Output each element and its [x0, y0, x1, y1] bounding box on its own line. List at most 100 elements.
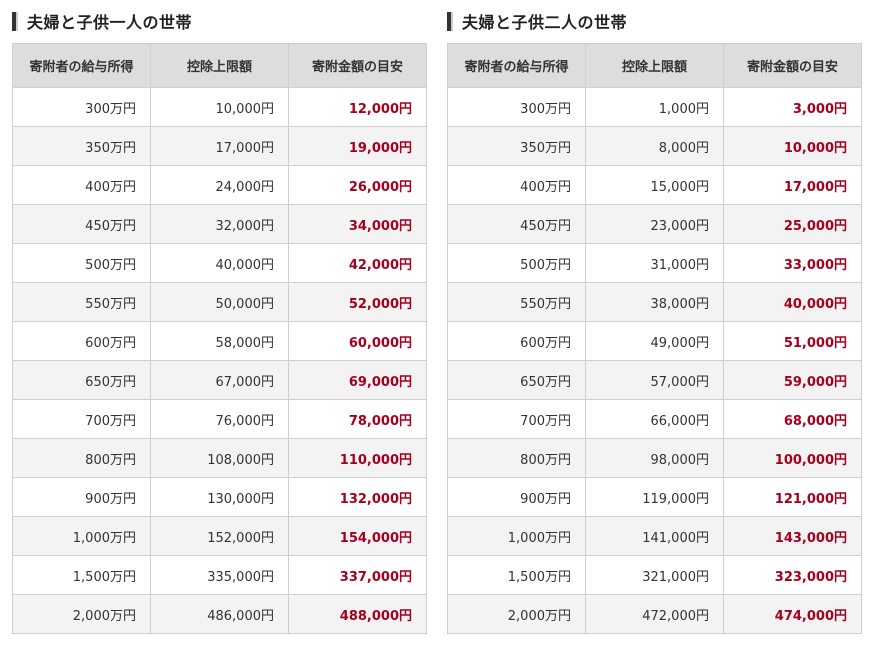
table-row: 450万円 32,000円 34,000円 — [12, 204, 427, 244]
guide-cell: 10,000円 — [723, 126, 862, 166]
table-block-one-child: 夫婦と子供一人の世帯 寄附者の給与所得 控除上限額 寄附金額の目安 300万円 1… — [12, 0, 427, 634]
guide-cell: 323,000円 — [723, 555, 862, 595]
guide-cell: 68,000円 — [723, 399, 862, 439]
table-row: 900万円 130,000円 132,000円 — [12, 477, 427, 517]
income-cell: 1,500万円 — [447, 555, 586, 595]
limit-cell: 38,000円 — [585, 282, 724, 322]
section-title: 夫婦と子供二人の世帯 — [462, 13, 628, 32]
limit-cell: 67,000円 — [150, 360, 289, 400]
guide-cell: 12,000円 — [288, 87, 427, 127]
income-cell: 650万円 — [447, 360, 586, 400]
table-row: 700万円 66,000円 68,000円 — [447, 399, 862, 439]
income-cell: 300万円 — [447, 87, 586, 127]
limit-cell: 23,000円 — [585, 204, 724, 244]
deduction-table: 寄附者の給与所得 控除上限額 寄附金額の目安 300万円 10,000円 12,00… — [12, 43, 427, 634]
guide-cell: 337,000円 — [288, 555, 427, 595]
guide-cell: 33,000円 — [723, 243, 862, 283]
guide-cell: 132,000円 — [288, 477, 427, 517]
income-cell: 550万円 — [447, 282, 586, 322]
deduction-table: 寄附者の給与所得 控除上限額 寄附金額の目安 300万円 1,000円 3,000円… — [447, 43, 862, 634]
guide-cell: 60,000円 — [288, 321, 427, 361]
limit-cell: 486,000円 — [150, 594, 289, 634]
table-row: 400万円 24,000円 26,000円 — [12, 165, 427, 205]
table-row: 800万円 98,000円 100,000円 — [447, 438, 862, 478]
limit-cell: 66,000円 — [585, 399, 724, 439]
table-row: 300万円 10,000円 12,000円 — [12, 87, 427, 127]
table-row: 500万円 31,000円 33,000円 — [447, 243, 862, 283]
table-row: 300万円 1,000円 3,000円 — [447, 87, 862, 127]
income-cell: 550万円 — [12, 282, 151, 322]
guide-cell: 69,000円 — [288, 360, 427, 400]
guide-cell: 40,000円 — [723, 282, 862, 322]
limit-cell: 57,000円 — [585, 360, 724, 400]
guide-cell: 488,000円 — [288, 594, 427, 634]
guide-cell: 143,000円 — [723, 516, 862, 556]
limit-cell: 58,000円 — [150, 321, 289, 361]
income-cell: 500万円 — [12, 243, 151, 283]
guide-cell: 154,000円 — [288, 516, 427, 556]
limit-cell: 24,000円 — [150, 165, 289, 205]
guide-cell: 121,000円 — [723, 477, 862, 517]
guide-cell: 25,000円 — [723, 204, 862, 244]
income-cell: 450万円 — [12, 204, 151, 244]
table-row: 650万円 57,000円 59,000円 — [447, 360, 862, 400]
income-cell: 500万円 — [447, 243, 586, 283]
limit-cell: 76,000円 — [150, 399, 289, 439]
guide-cell: 17,000円 — [723, 165, 862, 205]
table-row: 500万円 40,000円 42,000円 — [12, 243, 427, 283]
income-cell: 1,500万円 — [12, 555, 151, 595]
section-title: 夫婦と子供一人の世帯 — [27, 13, 193, 32]
table-row: 650万円 67,000円 69,000円 — [12, 360, 427, 400]
heading-bar-icon — [447, 11, 453, 31]
limit-cell: 321,000円 — [585, 555, 724, 595]
section-heading: 夫婦と子供二人の世帯 — [447, 6, 861, 36]
guide-cell: 34,000円 — [288, 204, 427, 244]
table-row: 1,500万円 321,000円 323,000円 — [447, 555, 862, 595]
table-row: 600万円 58,000円 60,000円 — [12, 321, 427, 361]
income-cell: 900万円 — [447, 477, 586, 517]
income-cell: 900万円 — [12, 477, 151, 517]
limit-cell: 98,000円 — [585, 438, 724, 478]
guide-cell: 59,000円 — [723, 360, 862, 400]
header-limit: 控除上限額 — [585, 43, 724, 88]
income-cell: 650万円 — [12, 360, 151, 400]
income-cell: 2,000万円 — [447, 594, 586, 634]
table-row: 2,000万円 472,000円 474,000円 — [447, 594, 862, 634]
heading-bar-icon — [12, 11, 18, 31]
limit-cell: 1,000円 — [585, 87, 724, 127]
table-header-row: 寄附者の給与所得 控除上限額 寄附金額の目安 — [12, 43, 427, 88]
limit-cell: 141,000円 — [585, 516, 724, 556]
table-row: 350万円 8,000円 10,000円 — [447, 126, 862, 166]
limit-cell: 335,000円 — [150, 555, 289, 595]
guide-cell: 51,000円 — [723, 321, 862, 361]
income-cell: 700万円 — [447, 399, 586, 439]
table-header-row: 寄附者の給与所得 控除上限額 寄附金額の目安 — [447, 43, 862, 88]
limit-cell: 31,000円 — [585, 243, 724, 283]
limit-cell: 152,000円 — [150, 516, 289, 556]
table-row: 2,000万円 486,000円 488,000円 — [12, 594, 427, 634]
header-income: 寄附者の給与所得 — [447, 43, 586, 88]
table-row: 1,500万円 335,000円 337,000円 — [12, 555, 427, 595]
income-cell: 600万円 — [12, 321, 151, 361]
income-cell: 600万円 — [447, 321, 586, 361]
guide-cell: 19,000円 — [288, 126, 427, 166]
guide-cell: 3,000円 — [723, 87, 862, 127]
limit-cell: 119,000円 — [585, 477, 724, 517]
table-row: 450万円 23,000円 25,000円 — [447, 204, 862, 244]
guide-cell: 78,000円 — [288, 399, 427, 439]
table-row: 900万円 119,000円 121,000円 — [447, 477, 862, 517]
limit-cell: 15,000円 — [585, 165, 724, 205]
income-cell: 350万円 — [447, 126, 586, 166]
guide-cell: 474,000円 — [723, 594, 862, 634]
limit-cell: 8,000円 — [585, 126, 724, 166]
limit-cell: 472,000円 — [585, 594, 724, 634]
limit-cell: 130,000円 — [150, 477, 289, 517]
limit-cell: 32,000円 — [150, 204, 289, 244]
income-cell: 350万円 — [12, 126, 151, 166]
table-row: 600万円 49,000円 51,000円 — [447, 321, 862, 361]
income-cell: 700万円 — [12, 399, 151, 439]
income-cell: 400万円 — [12, 165, 151, 205]
section-heading: 夫婦と子供一人の世帯 — [12, 6, 426, 36]
income-cell: 1,000万円 — [12, 516, 151, 556]
income-cell: 2,000万円 — [12, 594, 151, 634]
